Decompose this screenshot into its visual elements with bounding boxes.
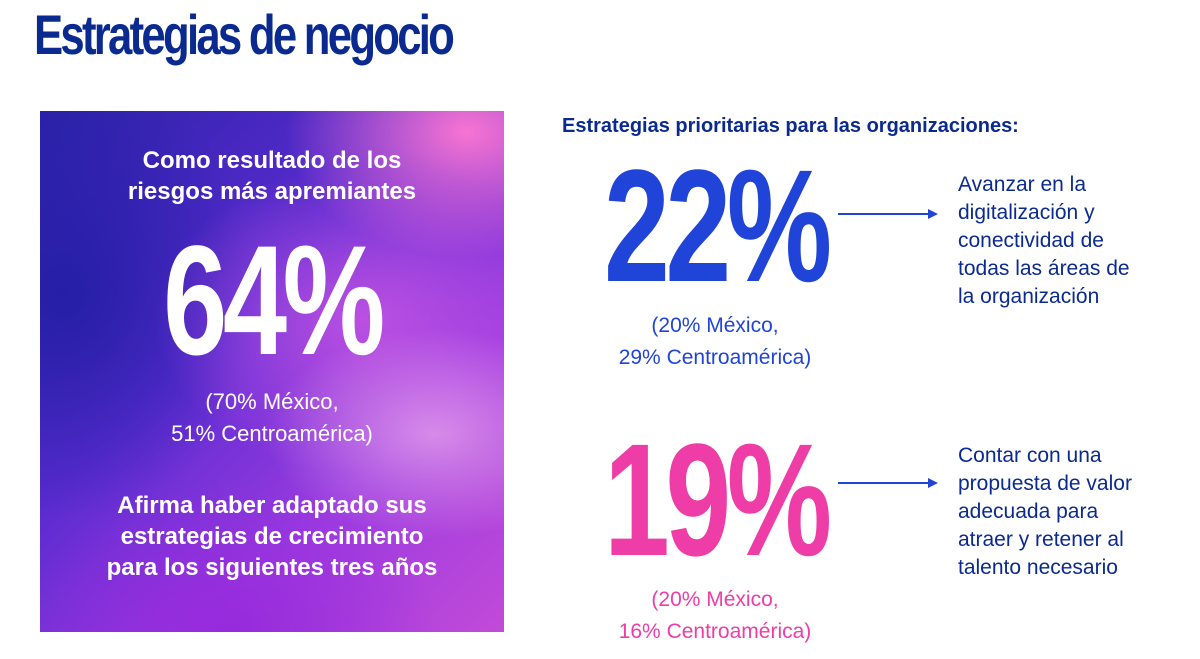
- panel-conclusion-line: para los siguientes tres años: [106, 554, 438, 581]
- description-line: Avanzar en la: [958, 173, 1087, 196]
- strategy-breakdown-line: 16% Centroamérica): [618, 620, 812, 643]
- strategy-breakdown-line: (20% México,: [651, 588, 779, 611]
- strategy-percentage: 19%: [604, 410, 832, 589]
- strategy-description-2: Contar con una propuesta de valor adecua…: [958, 442, 1178, 582]
- panel-intro-line: riesgos más apremiantes: [127, 178, 417, 205]
- description-line: digitalización y: [958, 201, 1095, 224]
- description-line: propuesta de valor: [958, 472, 1132, 495]
- description-line: Contar con una: [958, 444, 1102, 467]
- strategy-percentage: 22%: [604, 136, 832, 315]
- panel-breakdown-line: 51% Centroamérica): [171, 421, 373, 446]
- section-subtitle: Estrategias prioritarias para las organi…: [562, 115, 1019, 137]
- panel-intro-line: Como resultado de los: [142, 147, 402, 174]
- panel-conclusion-line: estrategias de crecimiento: [120, 523, 424, 550]
- strategy-stat-2: 19% (20% México, 16% Centroamérica): [565, 420, 865, 648]
- strategy-breakdown-line: 29% Centroamérica): [618, 346, 812, 369]
- strategy-breakdown: (20% México, 16% Centroamérica): [565, 584, 865, 648]
- panel-percentage: 64%: [163, 214, 385, 388]
- panel-breakdown-line: (70% México,: [205, 389, 339, 414]
- description-line: atraer y retener al: [958, 528, 1124, 551]
- panel-conclusion-line: Afirma haber adaptado sus: [117, 492, 427, 519]
- arrow-right-icon: [838, 478, 938, 488]
- strategy-description-1: Avanzar en la digitalización y conectivi…: [958, 171, 1178, 311]
- strategy-stat-1: 22% (20% México, 29% Centroamérica): [565, 146, 865, 374]
- arrow-right-icon: [838, 209, 938, 219]
- panel-conclusion: Afirma haber adaptado sus estrategias de…: [40, 490, 504, 583]
- strategy-breakdown: (20% México, 29% Centroamérica): [565, 310, 865, 374]
- strategy-breakdown-line: (20% México,: [651, 314, 779, 337]
- panel-intro: Como resultado de los riesgos más apremi…: [40, 145, 504, 207]
- description-line: talento necesario: [958, 556, 1118, 579]
- description-line: conectividad de: [958, 229, 1104, 252]
- panel-breakdown: (70% México, 51% Centroamérica): [40, 386, 504, 450]
- description-line: adecuada para: [958, 500, 1099, 523]
- description-line: la organización: [958, 285, 1100, 308]
- description-line: todas las áreas de: [958, 257, 1130, 280]
- highlight-panel: Como resultado de los riesgos más apremi…: [40, 111, 504, 632]
- page-title: Estrategias de negocio: [34, 3, 455, 66]
